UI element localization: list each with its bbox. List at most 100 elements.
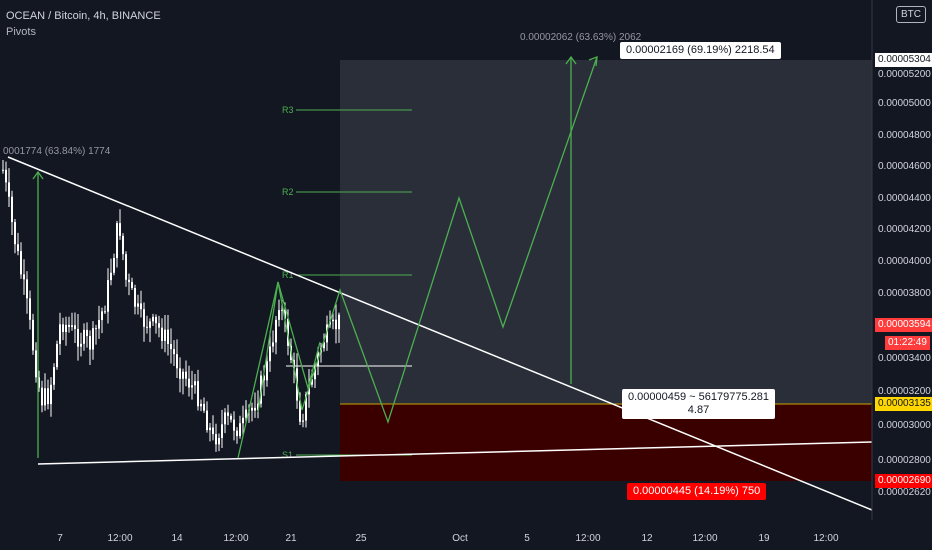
candle-body — [5, 169, 7, 183]
candle-body — [128, 279, 130, 283]
price-tick-label: 0.00003800 — [878, 288, 931, 299]
candle-body — [38, 377, 40, 388]
pattern-drawing — [32, 55, 598, 459]
candle-body — [230, 415, 232, 420]
candle-body — [197, 381, 199, 407]
candle-body — [233, 419, 235, 431]
candle-body — [281, 309, 283, 311]
candle-body — [116, 223, 118, 259]
pivot-r2: R2 — [282, 187, 294, 197]
indicator-label[interactable]: Pivots — [6, 26, 36, 38]
candle-body — [245, 409, 247, 418]
candle-body — [20, 251, 22, 275]
candle-body — [302, 420, 304, 422]
time-tick-label: 14 — [171, 533, 183, 544]
candle-body — [338, 314, 340, 330]
candle-body — [71, 325, 73, 327]
candle-body — [242, 417, 244, 424]
candle-body — [98, 320, 100, 329]
candle-body — [191, 385, 193, 388]
candle-body — [95, 328, 97, 330]
symbol-title: OCEAN / Bitcoin, 4h, BINANCE — [6, 10, 161, 22]
price-tick-label: 0.00005000 — [878, 98, 931, 109]
candle-body — [29, 298, 31, 320]
candle-body — [62, 324, 64, 333]
stop-price-label: 0.00002690 — [875, 474, 932, 488]
price-axis[interactable]: 0.00005200 0.00005000 0.00004800 0.00004600… — [878, 69, 931, 498]
candle-body — [203, 403, 205, 411]
candle-body — [23, 274, 25, 280]
pivot-s1: S1 — [282, 450, 293, 460]
candle-body — [194, 381, 196, 386]
candle-body — [125, 254, 127, 280]
price-tick-label: 0.00002620 — [878, 487, 931, 498]
candle-body — [53, 367, 55, 385]
price-tick-label: 0.00004200 — [878, 224, 931, 235]
candle-body — [17, 244, 19, 252]
candle-body — [152, 316, 154, 322]
time-tick-label: 12:00 — [692, 533, 717, 544]
candle-body — [47, 388, 49, 405]
candle-body — [200, 403, 202, 407]
lower-trendline[interactable] — [37, 441, 873, 465]
candle-body — [275, 319, 277, 343]
candle-body — [2, 169, 4, 171]
stop-zone — [340, 404, 872, 481]
price-tick-label: 0.00004000 — [878, 256, 931, 267]
candle-body — [176, 354, 178, 369]
pivot-labels: R3 R2 R1 S1 — [282, 105, 294, 460]
time-axis[interactable]: 7 12:00 14 12:00 21 25 Oct 5 12:00 12 12:00 19 12:00 — [57, 533, 839, 544]
price-tick-label: 0.00004800 — [878, 130, 931, 141]
time-tick-label: 7 — [57, 533, 63, 544]
candle-body — [263, 375, 265, 381]
time-tick-label: 12:00 — [575, 533, 600, 544]
candle-body — [179, 368, 181, 379]
time-tick-label: 21 — [285, 533, 297, 544]
candle-body — [173, 349, 175, 355]
currency-badge[interactable]: BTC — [896, 6, 926, 23]
candle-body — [155, 316, 157, 324]
candle-body — [224, 412, 226, 425]
candle-body — [32, 319, 34, 351]
candle-body — [122, 235, 124, 255]
time-tick-label: Oct — [452, 533, 468, 544]
left-pattern-label: 0001774 (63.84%) 1774 — [3, 146, 111, 157]
price-tick-label: 0.00003200 — [878, 386, 931, 397]
candle-body — [164, 329, 166, 341]
candle-body — [239, 423, 241, 437]
candle-body — [11, 196, 13, 223]
candle-body — [59, 324, 61, 344]
candle-body — [188, 378, 190, 388]
candlesticks — [2, 159, 340, 452]
price-tick-label: 0.00005200 — [878, 69, 931, 80]
candle-body — [278, 310, 280, 320]
current-price-label: 0.00003594 — [875, 318, 932, 332]
candle-body — [299, 400, 301, 422]
candle-body — [227, 412, 229, 416]
time-tick-label: 25 — [355, 533, 367, 544]
candle-body — [212, 427, 214, 435]
candle-body — [161, 327, 163, 341]
price-tick-label: 0.00004400 — [878, 193, 931, 204]
candle-body — [182, 371, 184, 379]
candle-body — [185, 371, 187, 379]
candle-body — [284, 309, 286, 319]
candle-body — [311, 379, 313, 385]
target-zone — [340, 60, 872, 404]
candle-body — [209, 427, 211, 431]
time-tick-label: 12 — [641, 533, 653, 544]
candle-body — [206, 410, 208, 431]
entry-info-line1: 0.00000459 ~ 56179775.281 — [628, 391, 770, 403]
candle-body — [323, 342, 325, 349]
entry-info-box: 0.00000459 ~ 56179775.281 4.87 — [622, 389, 776, 419]
candle-body — [119, 223, 121, 236]
time-tick-label: 12:00 — [107, 533, 132, 544]
candle-body — [170, 343, 172, 350]
candle-body — [14, 222, 16, 245]
price-tick-label: 0.00004600 — [878, 161, 931, 172]
candle-body — [146, 326, 148, 328]
candle-body — [50, 384, 52, 405]
candle-body — [92, 328, 94, 350]
upper-trendline[interactable] — [7, 156, 873, 511]
